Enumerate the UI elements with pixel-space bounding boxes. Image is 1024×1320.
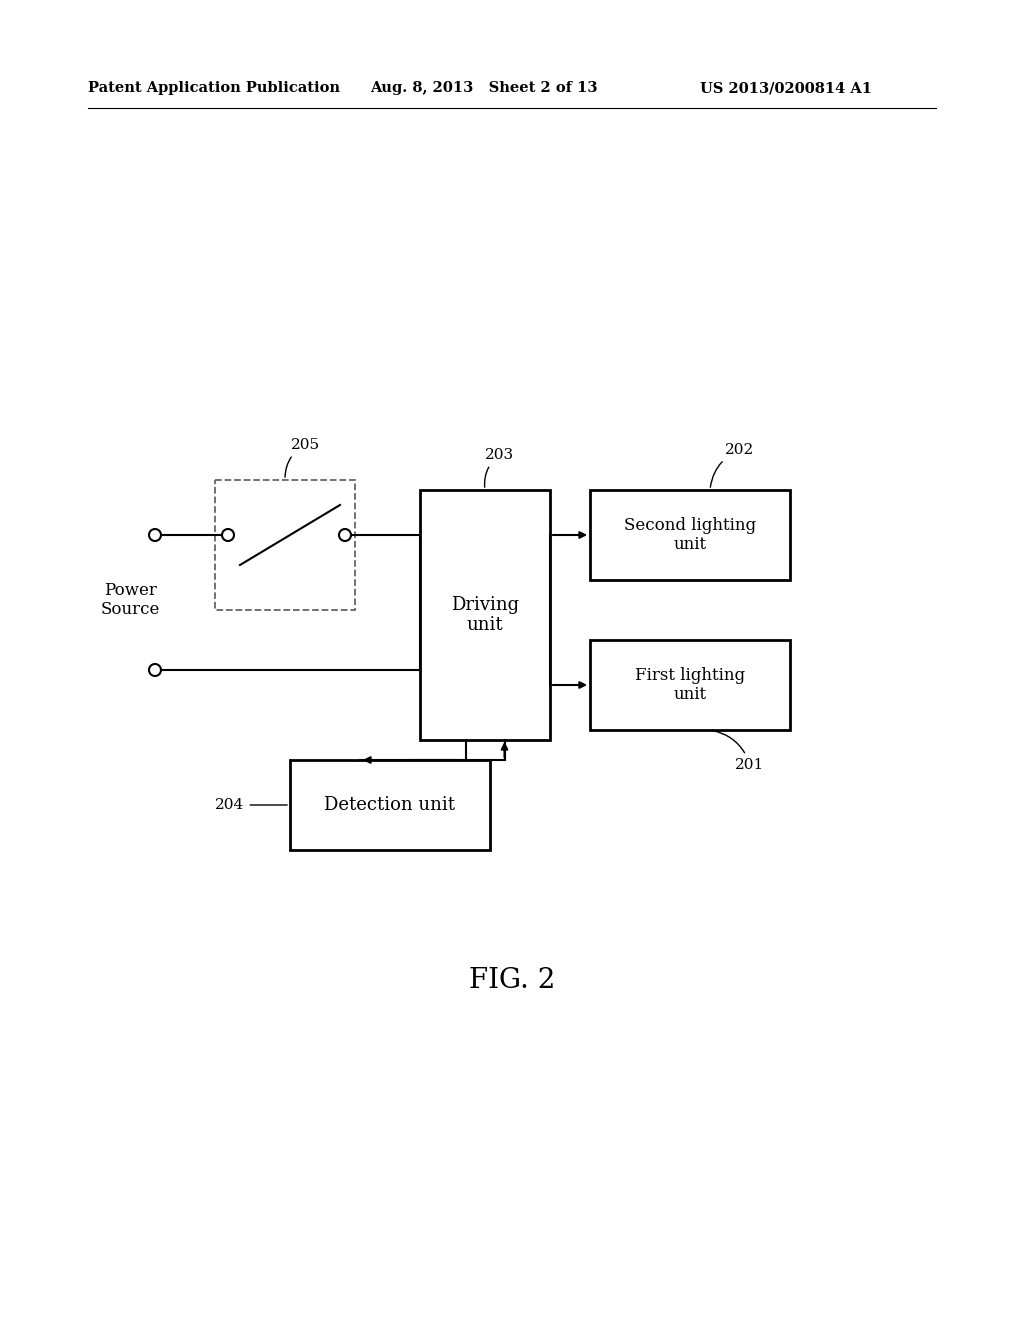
Text: 202: 202 — [711, 444, 755, 487]
Text: First lighting
unit: First lighting unit — [635, 667, 745, 704]
Text: 204: 204 — [215, 799, 287, 812]
Text: 201: 201 — [713, 730, 765, 772]
Bar — [420, 490, 550, 741]
Bar — [215, 480, 355, 610]
Text: 203: 203 — [484, 447, 515, 487]
Text: Aug. 8, 2013   Sheet 2 of 13: Aug. 8, 2013 Sheet 2 of 13 — [370, 81, 597, 95]
Text: 205: 205 — [285, 438, 319, 478]
Text: US 2013/0200814 A1: US 2013/0200814 A1 — [700, 81, 872, 95]
Bar — [290, 760, 490, 850]
Bar — [590, 640, 790, 730]
Text: Second lighting
unit: Second lighting unit — [624, 516, 756, 553]
Text: Driving
unit: Driving unit — [451, 595, 519, 635]
Text: Patent Application Publication: Patent Application Publication — [88, 81, 340, 95]
Bar — [590, 490, 790, 579]
Text: Detection unit: Detection unit — [325, 796, 456, 814]
Text: Power
Source: Power Source — [100, 582, 160, 618]
Text: FIG. 2: FIG. 2 — [469, 966, 555, 994]
